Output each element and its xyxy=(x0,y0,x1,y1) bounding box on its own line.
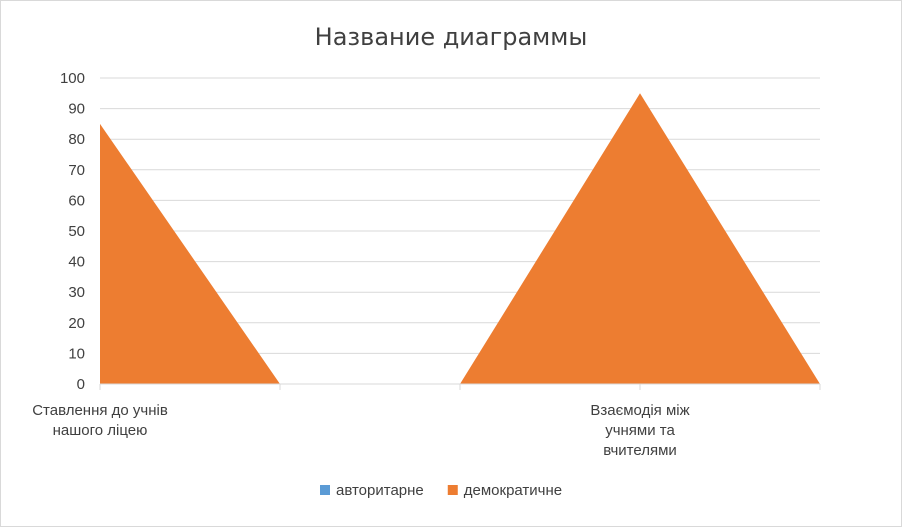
y-tick-label: 30 xyxy=(68,284,85,301)
category-label: Взаємодія між учнями та вчителями xyxy=(590,402,689,459)
legend-swatch xyxy=(320,485,330,495)
category-labels: Ставлення до учнів нашого ліцею Взаємодія … xyxy=(32,402,689,459)
legend-label: демократичне xyxy=(464,482,562,499)
y-tick-label: 0 xyxy=(77,376,85,393)
legend: авторитарне демократичне xyxy=(320,482,562,499)
y-tick-label: 80 xyxy=(68,131,85,148)
category-label: Ставлення до учнів нашого ліцею xyxy=(32,402,168,439)
y-tick-label: 70 xyxy=(68,162,85,179)
y-tick-label: 90 xyxy=(68,101,85,118)
y-tick-label: 50 xyxy=(68,223,85,240)
series-area-2 xyxy=(100,93,820,385)
x-axis xyxy=(99,383,821,390)
chart-title: Название диаграммы xyxy=(315,23,588,51)
y-tick-label: 100 xyxy=(60,70,85,87)
y-tick-label: 60 xyxy=(68,192,85,209)
y-tick-label: 40 xyxy=(68,254,85,271)
legend-swatch xyxy=(447,485,458,495)
y-tick-label: 20 xyxy=(68,315,85,332)
legend-label: авторитарне xyxy=(336,482,424,499)
series-areas xyxy=(100,93,820,385)
y-tick-label: 10 xyxy=(68,345,85,362)
y-axis-tick-labels: 0 10 20 30 40 50 60 70 80 90 100 xyxy=(60,70,85,393)
